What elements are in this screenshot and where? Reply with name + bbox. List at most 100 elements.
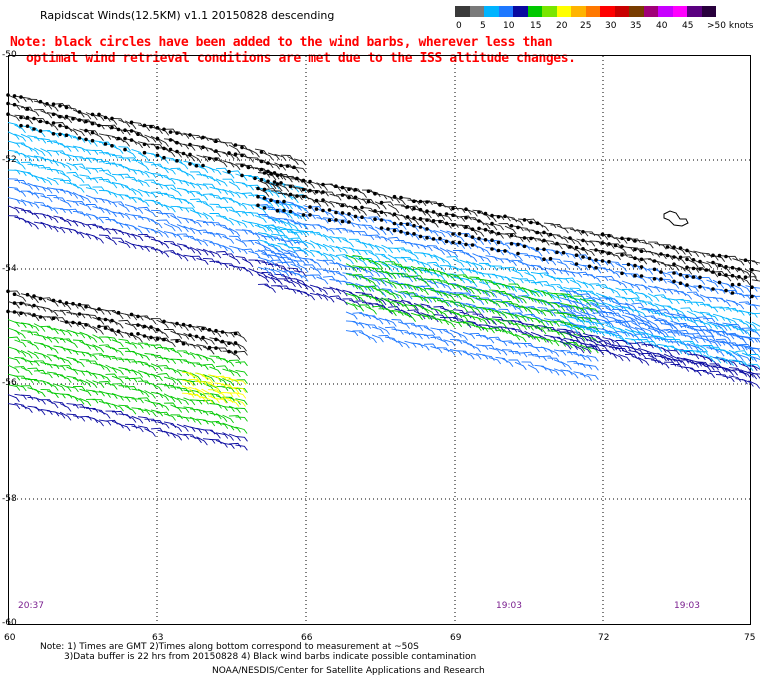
wind-barb — [569, 331, 583, 337]
wind-barb — [573, 305, 586, 314]
quality-flag-dot — [129, 129, 134, 133]
wind-barb — [228, 369, 241, 378]
wind-barb — [517, 269, 531, 275]
wind-barb — [547, 338, 560, 347]
wind-barb — [511, 218, 524, 226]
wind-barb — [157, 174, 170, 181]
wind-barb — [524, 245, 537, 253]
wind-barb — [449, 273, 462, 281]
wind-barb — [59, 199, 72, 208]
wind-barb — [572, 344, 585, 354]
wind-barb — [111, 163, 125, 169]
wind-barb — [264, 181, 277, 190]
quality-flag-dot — [633, 256, 637, 261]
wind-barb — [569, 228, 583, 236]
wind-barb — [196, 192, 209, 201]
wind-barb — [462, 314, 476, 321]
legend-label: 5 — [480, 21, 486, 31]
wind-barb — [472, 313, 485, 319]
wind-barb — [111, 201, 125, 207]
wind-barb — [290, 220, 303, 229]
quality-flag-dot — [594, 248, 598, 252]
wind-barb — [124, 138, 138, 145]
quality-flag-dot — [438, 236, 442, 241]
wind-barb — [14, 329, 26, 339]
wind-barb — [608, 261, 622, 267]
wind-barb — [751, 286, 760, 289]
wind-barb — [504, 311, 518, 319]
wind-barb — [66, 366, 79, 375]
wind-barb — [20, 106, 34, 112]
wind-barb — [602, 319, 615, 328]
quality-flag-dot — [188, 324, 192, 328]
wind-barb — [498, 292, 511, 301]
wind-barb — [322, 275, 336, 281]
wind-barb — [92, 206, 105, 214]
wind-barb — [163, 413, 176, 421]
quality-flag-dot — [639, 274, 644, 278]
wind-barb — [79, 415, 92, 421]
wind-barb — [254, 224, 267, 233]
wind-barb — [98, 400, 112, 408]
wind-barb — [53, 383, 66, 391]
quality-flag-dot — [691, 266, 696, 271]
wind-barb — [417, 267, 430, 273]
quality-flag-dot — [262, 171, 267, 175]
quality-flag-dot — [51, 132, 56, 136]
wind-barb — [517, 295, 531, 300]
wind-barb — [738, 362, 751, 371]
wind-barb — [365, 277, 377, 287]
legend-label: 20 — [556, 21, 568, 31]
wind-barb — [53, 122, 66, 127]
wind-barb — [667, 280, 680, 289]
wind-barb — [706, 304, 719, 313]
wind-barb — [303, 230, 316, 236]
wind-barb — [748, 329, 760, 337]
wind-barb — [196, 238, 209, 247]
wind-barb — [560, 349, 573, 356]
wind-barb — [722, 331, 735, 340]
wind-barb — [654, 294, 667, 300]
wind-barb — [86, 360, 99, 366]
wind-barb — [547, 348, 560, 357]
quality-flag-dot — [470, 243, 475, 247]
wind-barb — [725, 299, 739, 307]
quality-flag-dot — [412, 232, 416, 236]
quality-flag-dot — [600, 259, 605, 263]
wind-barb — [404, 331, 417, 339]
quality-flag-dot — [347, 187, 351, 191]
wind-barb — [33, 155, 47, 162]
wind-barb — [196, 436, 208, 446]
wind-barb — [621, 245, 635, 253]
wind-barb — [118, 413, 131, 420]
wind-barb — [323, 191, 336, 197]
wind-barb — [248, 167, 261, 173]
wind-barb — [387, 297, 400, 306]
wind-barb — [696, 343, 708, 353]
wind-barb — [576, 263, 589, 271]
wind-barb — [400, 309, 413, 318]
wind-barb — [105, 356, 118, 361]
wind-barb — [228, 152, 241, 162]
wind-barb — [59, 374, 72, 383]
wind-barb — [508, 312, 521, 321]
quality-flag-dot — [704, 268, 709, 272]
quality-flag-dot — [262, 187, 267, 192]
wind-barb — [663, 311, 676, 320]
wind-barb — [183, 188, 196, 198]
wind-barb — [283, 261, 297, 267]
wind-barb — [521, 295, 534, 302]
quality-flag-dot — [691, 275, 696, 279]
wind-barb — [517, 278, 531, 284]
quality-flag-dot — [321, 208, 325, 213]
wind-barb — [98, 160, 112, 166]
wind-barb — [469, 286, 482, 295]
wind-barb — [543, 284, 557, 291]
wind-barb — [722, 349, 735, 358]
wind-barb — [183, 225, 196, 234]
wind-barb — [589, 291, 601, 301]
wind-barb — [267, 152, 280, 161]
wind-barb — [309, 258, 322, 268]
wind-barb — [514, 333, 527, 343]
wind-barb — [157, 182, 170, 191]
